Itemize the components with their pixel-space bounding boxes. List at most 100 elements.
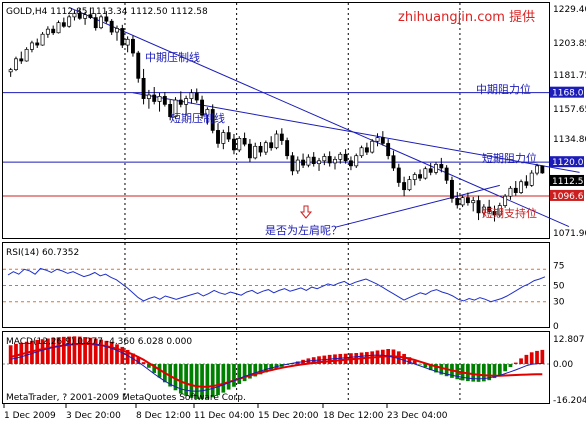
candle [168,104,173,118]
candle [476,200,481,214]
candle [253,145,258,159]
candle [407,179,412,191]
macd-histogram-bar [529,352,534,365]
candle [492,211,497,216]
current-price-tag-text: 1112.58 [552,177,586,187]
candle [29,42,34,50]
macd-histogram-bar [8,345,13,365]
macd-histogram-bar [93,338,98,365]
macd-histogram-bar [248,364,252,379]
macd-histogram-bar [200,364,204,400]
candle [184,98,189,105]
candle [386,143,391,157]
macd-histogram-bar [497,364,502,376]
macd-histogram-bar [519,358,523,365]
candle [354,155,359,167]
candle [428,168,433,173]
macd-histogram-bar [434,364,438,373]
macd-histogram-bar [104,340,109,365]
candle [14,58,18,71]
candle [481,206,486,214]
macd-histogram-bar [216,364,220,396]
candle [237,138,242,151]
macd-histogram-bar [412,360,417,365]
candle [189,92,194,99]
trendline [334,184,500,228]
candle [439,164,444,169]
macd-histogram-bar [237,364,242,384]
candle [173,99,178,118]
rsi-tick-label: 75 [553,261,564,271]
candle [247,143,252,159]
level-tag-text: 1120.03 [552,158,586,168]
candle [508,187,513,197]
candle [535,165,539,174]
candle [178,99,183,105]
macd-histogram-bar [402,353,406,365]
candle [412,174,417,180]
candle [45,28,50,35]
price-tick-label: 1203.85 [553,39,586,49]
macd-histogram-bar [407,357,412,365]
candle [115,28,119,33]
macd-footer: MetaTrader, ? 2001-2009 MetaQuotes Softw… [6,393,246,403]
macd-histogram-bar [481,364,486,382]
candle [216,130,220,144]
macd-histogram-bar [333,354,337,365]
candle [40,33,45,46]
candle [465,197,470,204]
macd-title: MACD(12,26,9) 0.277 -4.360 6.028 0.000 [6,337,192,347]
x-tick-label: 3 Dec 20:00 [66,411,121,421]
candle [370,140,375,153]
candle [88,14,93,18]
x-tick-label: 1 Dec 2009 [4,411,56,421]
x-tick-label: 8 Dec 12:00 [136,411,191,421]
macd-histogram-bar [221,364,226,393]
macd-histogram-bar [264,364,268,373]
candle [391,155,396,169]
rsi-line [7,267,546,303]
candle [279,133,284,141]
x-tick-label: 11 Dec 04:00 [194,411,255,421]
candle [311,156,316,165]
candle [274,133,279,149]
up-arrow-icon [299,205,313,219]
rsi-tick-label: 0 [553,322,559,332]
candle [263,142,268,153]
macd-histogram-bar [205,364,210,399]
candle [61,22,66,27]
candle [301,159,306,166]
candle [67,16,72,27]
mid-resistance-level-label: 中期阻力位 [476,82,531,96]
candle [146,94,151,99]
candle [205,109,210,116]
macd-histogram-bar [152,364,157,373]
rsi-tick-label: 50 [553,282,565,292]
candle [513,187,518,193]
candle [162,96,167,105]
candle [136,52,141,79]
macd-histogram-bar [184,364,188,396]
current-price-tag [550,174,584,186]
macd-histogram-bar [147,364,151,368]
candle [529,172,534,186]
candle [141,77,146,99]
rsi-title: RSI(14) 60.7352 [6,248,79,258]
macd-histogram-bar [178,364,183,394]
candle [375,137,380,142]
macd-histogram-bar [173,364,178,391]
candle [200,99,205,116]
macd-histogram-bar [428,364,433,371]
trendline [132,92,580,173]
left-shoulder-annotation: 是否为左肩呢？ [265,223,342,237]
macd-histogram-bar [120,346,125,365]
macd-histogram-bar [136,357,141,365]
candle [35,42,40,46]
candle [72,12,77,18]
candle [322,156,327,162]
candle [221,132,226,144]
candle [226,132,231,140]
candle [348,160,353,167]
candle [152,94,157,102]
